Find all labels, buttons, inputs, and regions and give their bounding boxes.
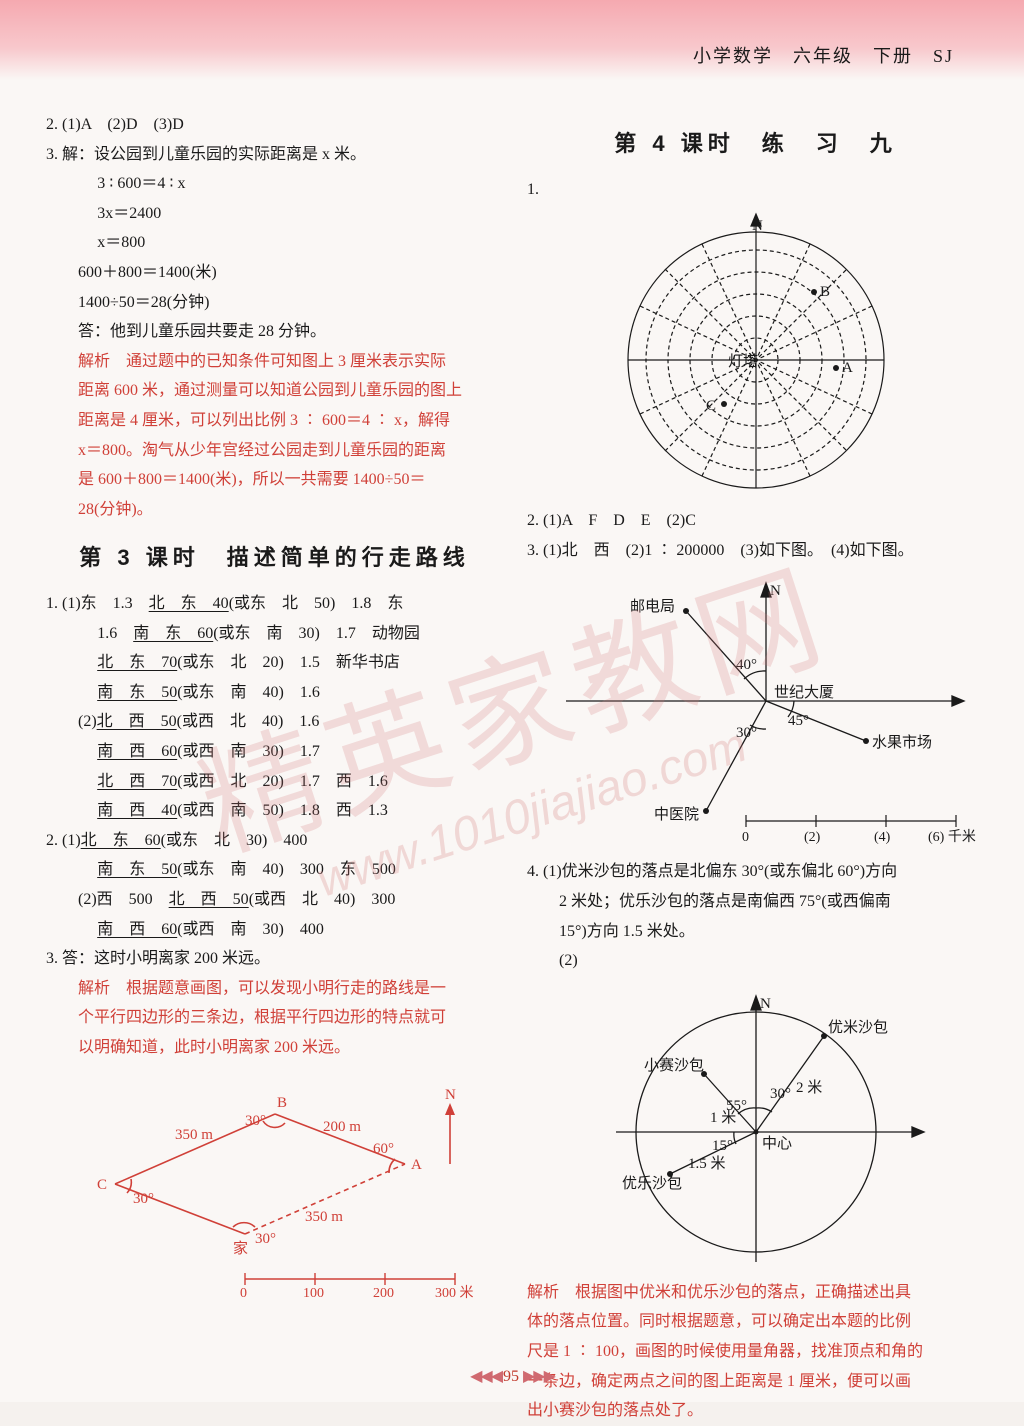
r-q4-1: 4. (1)优米沙包的落点是北偏东 30°(或东偏北 60°)方向 — [527, 857, 984, 887]
ang-30c: 30° — [255, 1231, 276, 1247]
s3-1-2: 1.6 南 东 60(或东 南 30) 1.7 动物园 — [46, 619, 503, 649]
fig-radar: N 灯塔 A B C — [606, 210, 906, 500]
csc2: (4) — [874, 830, 891, 845]
circ-N: N — [760, 996, 771, 1012]
l-q3-ex1: 解析 通过题中的已知条件可知图上 3 厘米表示实际 — [46, 347, 503, 377]
r-ex1: 解析 根据图中优米和优乐沙包的落点，正确描述出具 — [527, 1278, 984, 1308]
circ-d1: 1 米 — [710, 1109, 736, 1126]
sec3-title: 第 3 课时 描述简单的行走路线 — [46, 538, 503, 579]
s3-1-4: 南 东 50(或东 南 40) 1.6 — [46, 678, 503, 708]
csc0: 0 — [742, 830, 749, 845]
l-q3-1: 3 ∶ 600＝4 ∶ x — [46, 169, 503, 199]
s3-1-3: 北 东 70(或东 北 20) 1.5 新华书店 — [46, 648, 503, 678]
cmp-N: N — [770, 583, 781, 599]
s3-3-ex3: 以明确知道，此时小明离家 200 米远。 — [46, 1033, 503, 1063]
d-350a: 350 m — [175, 1127, 213, 1143]
ang-60: 60° — [373, 1141, 394, 1157]
l-q3-3: x＝800 — [46, 228, 503, 258]
left-column: 2. (1)A (2)D (3)D 3. 解：设公园到儿童乐园的实际距离是 x … — [46, 110, 503, 1342]
circ-ang15: 15° — [712, 1138, 733, 1154]
sc2: 200 — [373, 1286, 394, 1299]
ang-30a: 30° — [245, 1113, 266, 1129]
circ-center: 中心 — [762, 1135, 792, 1152]
circ-d15: 1.5 米 — [688, 1155, 726, 1172]
s3-2-2: 南 东 50(或东 南 40) 300 东 500 — [46, 855, 503, 885]
sc0: 0 — [240, 1286, 247, 1299]
l-q3-ex5: 是 600＋800＝1400(米)，所以一共需要 1400÷50＝ — [46, 465, 503, 495]
csc1: (2) — [804, 830, 821, 845]
s3-3-ex2: 个平行四边形的三条边，根据平行四边形的特点就可 — [46, 1003, 503, 1033]
content-columns: 2. (1)A (2)D (3)D 3. 解：设公园到儿童乐园的实际距离是 x … — [46, 110, 984, 1342]
circ-youmi: 优米沙包 — [828, 1019, 888, 1036]
d-200: 200 m — [323, 1119, 361, 1135]
sc3: 300 米 — [435, 1285, 474, 1299]
cmp-hosp: 中医院 — [654, 805, 699, 823]
footer-tri-left-icon — [470, 1368, 503, 1385]
l-q3-5: 1400÷50＝28(分钟) — [46, 288, 503, 318]
ang-30b: 30° — [133, 1191, 154, 1207]
radar-A: A — [842, 360, 853, 376]
cmp-ang40: 40° — [736, 657, 757, 673]
pt-C: C — [97, 1177, 107, 1193]
s3-3-ex1: 解析 根据题意画图，可以发现小明行走的路线是一 — [46, 974, 503, 1004]
s3-2-3: (2)西 500 北 西 50(或西 北 40) 300 — [46, 885, 503, 915]
s3-1-8: 南 西 40(或西 南 50) 1.8 西 1.3 — [46, 796, 503, 826]
d-350b: 350 m — [305, 1209, 343, 1225]
fig-circle: N 优米沙包 小赛沙包 优乐沙包 中心 30° 55° 15° 2 米 1 米 … — [576, 982, 936, 1272]
r-ex5: 出小赛沙包的落点处了。 — [527, 1396, 984, 1426]
r-q3: 3. (1)北 西 (2)1 ∶ 200000 (3)如下图。 (4)如下图。 — [527, 536, 984, 566]
s3-2-4: 南 西 60(或西 南 30) 400 — [46, 915, 503, 945]
r-q4-4: (2) — [527, 946, 984, 976]
l-q3-ex2: 距离 600 米，通过测量可以知道公园到儿童乐园的图上 — [46, 376, 503, 406]
pt-N: N — [445, 1087, 456, 1103]
page-footer: 95 — [0, 1366, 1024, 1386]
header-band — [0, 0, 1024, 80]
sec4-title: 第 4 课时 练 习 九 — [527, 124, 984, 165]
r-q4-2: 2 米处；优乐沙包的落点是南偏西 75°(或西偏南 — [527, 887, 984, 917]
r-q2: 2. (1)A F D E (2)C — [527, 506, 984, 536]
circ-d2: 2 米 — [796, 1079, 822, 1096]
pt-home: 家 — [233, 1240, 248, 1257]
s3-1-7: 北 西 70(或西 北 20) 1.7 西 1.6 — [46, 767, 503, 797]
pt-A: A — [411, 1157, 422, 1173]
radar-center: 灯塔 — [728, 353, 758, 370]
fig-parallelogram: A B C 家 N 200 m 350 m 350 m 60° 30° 30° … — [55, 1069, 495, 1299]
pt-B: B — [277, 1095, 287, 1111]
circ-youle: 优乐沙包 — [622, 1175, 682, 1192]
cmp-center: 世纪大厦 — [774, 684, 834, 701]
s3-1-5: (2)北 西 50(或西 北 40) 1.6 — [46, 707, 503, 737]
cmp-post: 邮电局 — [630, 598, 675, 615]
fig-compass: N 邮电局 世纪大厦 水果市场 中医院 40° 45° 30° 0 (2) (4 — [536, 571, 976, 851]
page-number: 95 — [503, 1368, 519, 1385]
header-text: 小学数学 六年级 下册 SJ — [693, 42, 954, 68]
r-ex2: 体的落点位置。同时根据题意，可以确定出本题的比例 — [527, 1307, 984, 1337]
sc1: 100 — [303, 1286, 324, 1299]
radar-B: B — [820, 284, 830, 300]
radar-N: N — [752, 218, 763, 234]
l-q2: 2. (1)A (2)D (3)D — [46, 110, 503, 140]
s3-2-1: 2. (1)北 东 60(或东 北 30) 400 — [46, 826, 503, 856]
l-q3-ex4: x＝800。淘气从少年宫经过公园走到儿童乐园的距离 — [46, 436, 503, 466]
l-q3-ex6: 28(分钟)。 — [46, 495, 503, 525]
circ-ang30: 30° — [770, 1086, 791, 1102]
circ-xiaosai: 小赛沙包 — [644, 1057, 704, 1074]
r-q4-3: 15°)方向 1.5 米处。 — [527, 917, 984, 947]
l-q3-head: 3. 解：设公园到儿童乐园的实际距离是 x 米。 — [46, 140, 503, 170]
r-ex3: 尺是 1 ∶ 100，画图的时候使用量角器，找准顶点和角的 — [527, 1337, 984, 1367]
right-column: 第 4 课时 练 习 九 1. — [527, 110, 984, 1342]
s3-1-1: 1. (1)东 1.3 北 东 40(或东 北 50) 1.8 东 — [46, 589, 503, 619]
radar-C: C — [706, 398, 716, 414]
l-q3-4: 600＋800＝1400(米) — [46, 258, 503, 288]
s3-1-6: 南 西 60(或西 南 30) 1.7 — [46, 737, 503, 767]
r-q1: 1. — [527, 175, 984, 205]
cmp-fruit: 水果市场 — [872, 734, 932, 751]
footer-tri-right-icon — [523, 1368, 554, 1385]
s3-3-a: 3. 答：这时小明离家 200 米远。 — [46, 944, 503, 974]
cmp-ang30: 30° — [736, 725, 757, 741]
l-q3-ex3: 距离是 4 厘米，可以列出比例 3 ∶ 600＝4 ∶ x，解得 — [46, 406, 503, 436]
l-q3-ans: 答：他到儿童乐园共要走 28 分钟。 — [46, 317, 503, 347]
l-q3-2: 3x＝2400 — [46, 199, 503, 229]
csc3: (6) 千米 — [928, 829, 976, 845]
cmp-ang45: 45° — [788, 713, 809, 729]
